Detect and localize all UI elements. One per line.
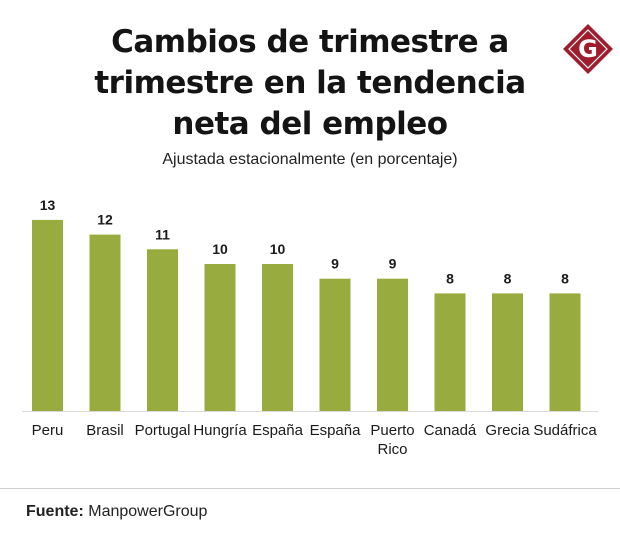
bar-6 [377, 278, 408, 411]
bar-9 [549, 293, 581, 411]
data-label-9: 8 [561, 270, 569, 286]
data-label-1: 12 [97, 212, 113, 228]
bar-5 [319, 278, 351, 411]
category-label-8: Grecia [485, 422, 530, 439]
category-label-0: Peru [32, 422, 64, 439]
data-label-4: 10 [270, 241, 286, 257]
bar-0 [32, 219, 63, 411]
bar-4 [262, 264, 293, 411]
data-label-2: 11 [155, 226, 170, 242]
category-label-1: Brasil [86, 422, 124, 439]
g-diamond-logo-icon: G [563, 24, 613, 74]
category-label-6: Puerto Rico [370, 422, 414, 458]
source-label: Fuente: [26, 503, 84, 520]
chart-subtitle: Ajustada estacionalmente (en porcentaje) [162, 151, 458, 168]
title-line-2: trimestre en la tendencia [94, 65, 526, 101]
title-line-1: Cambios de trimestre a [111, 24, 509, 60]
category-label-5: España [310, 422, 362, 439]
category-label-9: Sudáfrica [533, 422, 597, 439]
source-note: Fuente: ManpowerGroup [26, 503, 207, 521]
category-label-3: Hungría [193, 422, 247, 439]
category-label-7: Canadá [424, 422, 477, 439]
bar-1 [89, 234, 121, 411]
bar-2 [147, 249, 178, 411]
data-label-0: 13 [40, 197, 56, 213]
title-line-3: neta del empleo [172, 106, 448, 142]
data-label-3: 10 [212, 241, 228, 257]
data-label-7: 8 [446, 270, 454, 286]
bar-8 [492, 293, 523, 411]
category-label-2: Portugal [135, 422, 191, 439]
bar-3 [204, 264, 236, 411]
source-value: ManpowerGroup [88, 503, 208, 520]
data-label-8: 8 [504, 270, 512, 286]
logo-letter: G [578, 35, 598, 63]
category-label-4: España [252, 422, 304, 439]
footer-divider [0, 488, 620, 489]
bar-7 [434, 293, 466, 411]
bar-chart: 13 Peru 12 Brasil 11 Portugal 10 Hungría 10 Españ… [22, 197, 598, 458]
data-label-5: 9 [331, 256, 339, 272]
data-label-6: 9 [389, 256, 397, 272]
chart-title: Cambios de trimestre a trimestre en la t… [60, 22, 560, 145]
